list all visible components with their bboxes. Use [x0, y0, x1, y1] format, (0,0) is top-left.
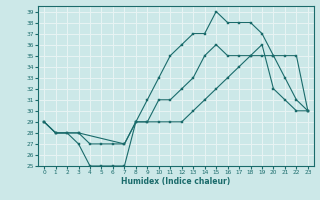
X-axis label: Humidex (Indice chaleur): Humidex (Indice chaleur) — [121, 177, 231, 186]
